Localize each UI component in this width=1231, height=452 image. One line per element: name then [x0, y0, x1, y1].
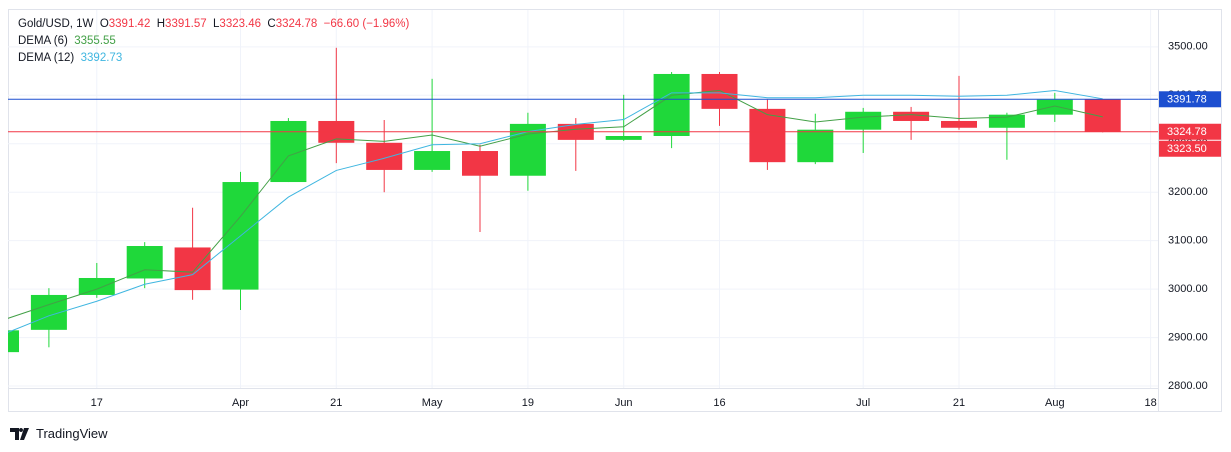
indicator-line [8, 89, 1103, 333]
y-tick-label: 3500.00 [1168, 41, 1208, 53]
ohlc-value: 3391.42 [108, 18, 151, 30]
ohlc-row: Gold/USD, 1W O3391.42 H3391.57 L3323.46 … [18, 16, 409, 33]
plot-area [8, 10, 1158, 388]
indicator-name: DEMA (12) [18, 52, 75, 64]
price-tag [1159, 123, 1221, 140]
ohlc-letter: O [99, 18, 109, 30]
candle-body [797, 129, 834, 163]
candle-body [749, 108, 786, 163]
indicator-row: DEMA (6) 3355.55 [18, 33, 409, 50]
candle-body [462, 151, 498, 176]
brand-name: TradingView [36, 426, 108, 441]
candle-body [8, 330, 19, 353]
candle-body [653, 73, 690, 136]
brand: TradingView [10, 426, 108, 441]
x-tick-label: Jul [856, 397, 870, 409]
indicator-value: 3392.73 [80, 52, 123, 64]
x-tick-label: 21 [953, 397, 965, 409]
candle-body [366, 142, 403, 170]
indicator-value: 3355.55 [74, 35, 116, 47]
x-tick-label: May [422, 397, 443, 409]
ohlc-value: 3323.46 [219, 18, 261, 30]
candle-body [1036, 99, 1073, 115]
x-tick-label: Jun [615, 397, 633, 409]
x-tick-label: Aug [1045, 397, 1065, 409]
axes: 2800.002900.003000.003100.003200.003300.… [91, 41, 1221, 409]
candle-body [845, 111, 882, 130]
candle-body [1084, 99, 1121, 132]
x-tick-label: Apr [232, 397, 249, 409]
candle-body [988, 114, 1025, 128]
candle-body [414, 151, 451, 170]
ohlc-letter: L [213, 18, 220, 30]
legend: Gold/USD, 1W O3391.42 H3391.57 L3323.46 … [18, 16, 409, 67]
y-tick-label: 2800.00 [1168, 380, 1208, 392]
price-tag-label: 3324.78 [1167, 126, 1207, 138]
x-tick-label: 16 [713, 397, 725, 409]
price-tag [1159, 91, 1221, 108]
price-tag-label: 3391.78 [1167, 94, 1207, 106]
ohlc-value: 3324.78 [275, 18, 318, 30]
x-tick-label: 21 [330, 397, 342, 409]
ohlc-letter: H [156, 18, 166, 30]
indicator-line [8, 89, 1103, 319]
countdown-tag-label: 3323.50 [1167, 143, 1207, 155]
candle-body [126, 246, 163, 279]
ohlc-value: 3391.57 [165, 18, 207, 30]
candle-body [893, 111, 930, 121]
frame [8, 9, 1222, 412]
indicator-name: DEMA (6) [18, 35, 68, 47]
y-tick-label: 3200.00 [1168, 186, 1208, 198]
candle-body [78, 277, 115, 295]
candle-body [605, 136, 642, 140]
y-tick-label: 3100.00 [1168, 235, 1208, 247]
x-tick-label: 18 [1144, 397, 1156, 409]
indicator-row: DEMA (12) 3392.73 [18, 50, 409, 67]
ohlc-letter: C [267, 18, 276, 30]
x-tick-label: 19 [522, 397, 534, 409]
y-tick-label: 3000.00 [1168, 283, 1208, 295]
x-tick-label: 17 [91, 397, 103, 409]
candle-body [174, 247, 211, 291]
symbol: Gold/USD, 1W [18, 18, 94, 30]
y-tick-label: 2900.00 [1168, 332, 1208, 344]
candle-body [941, 120, 977, 128]
brand-logo [10, 427, 29, 440]
countdown-tag [1159, 140, 1221, 157]
change: −66.60 (−1.96%) [323, 18, 410, 30]
